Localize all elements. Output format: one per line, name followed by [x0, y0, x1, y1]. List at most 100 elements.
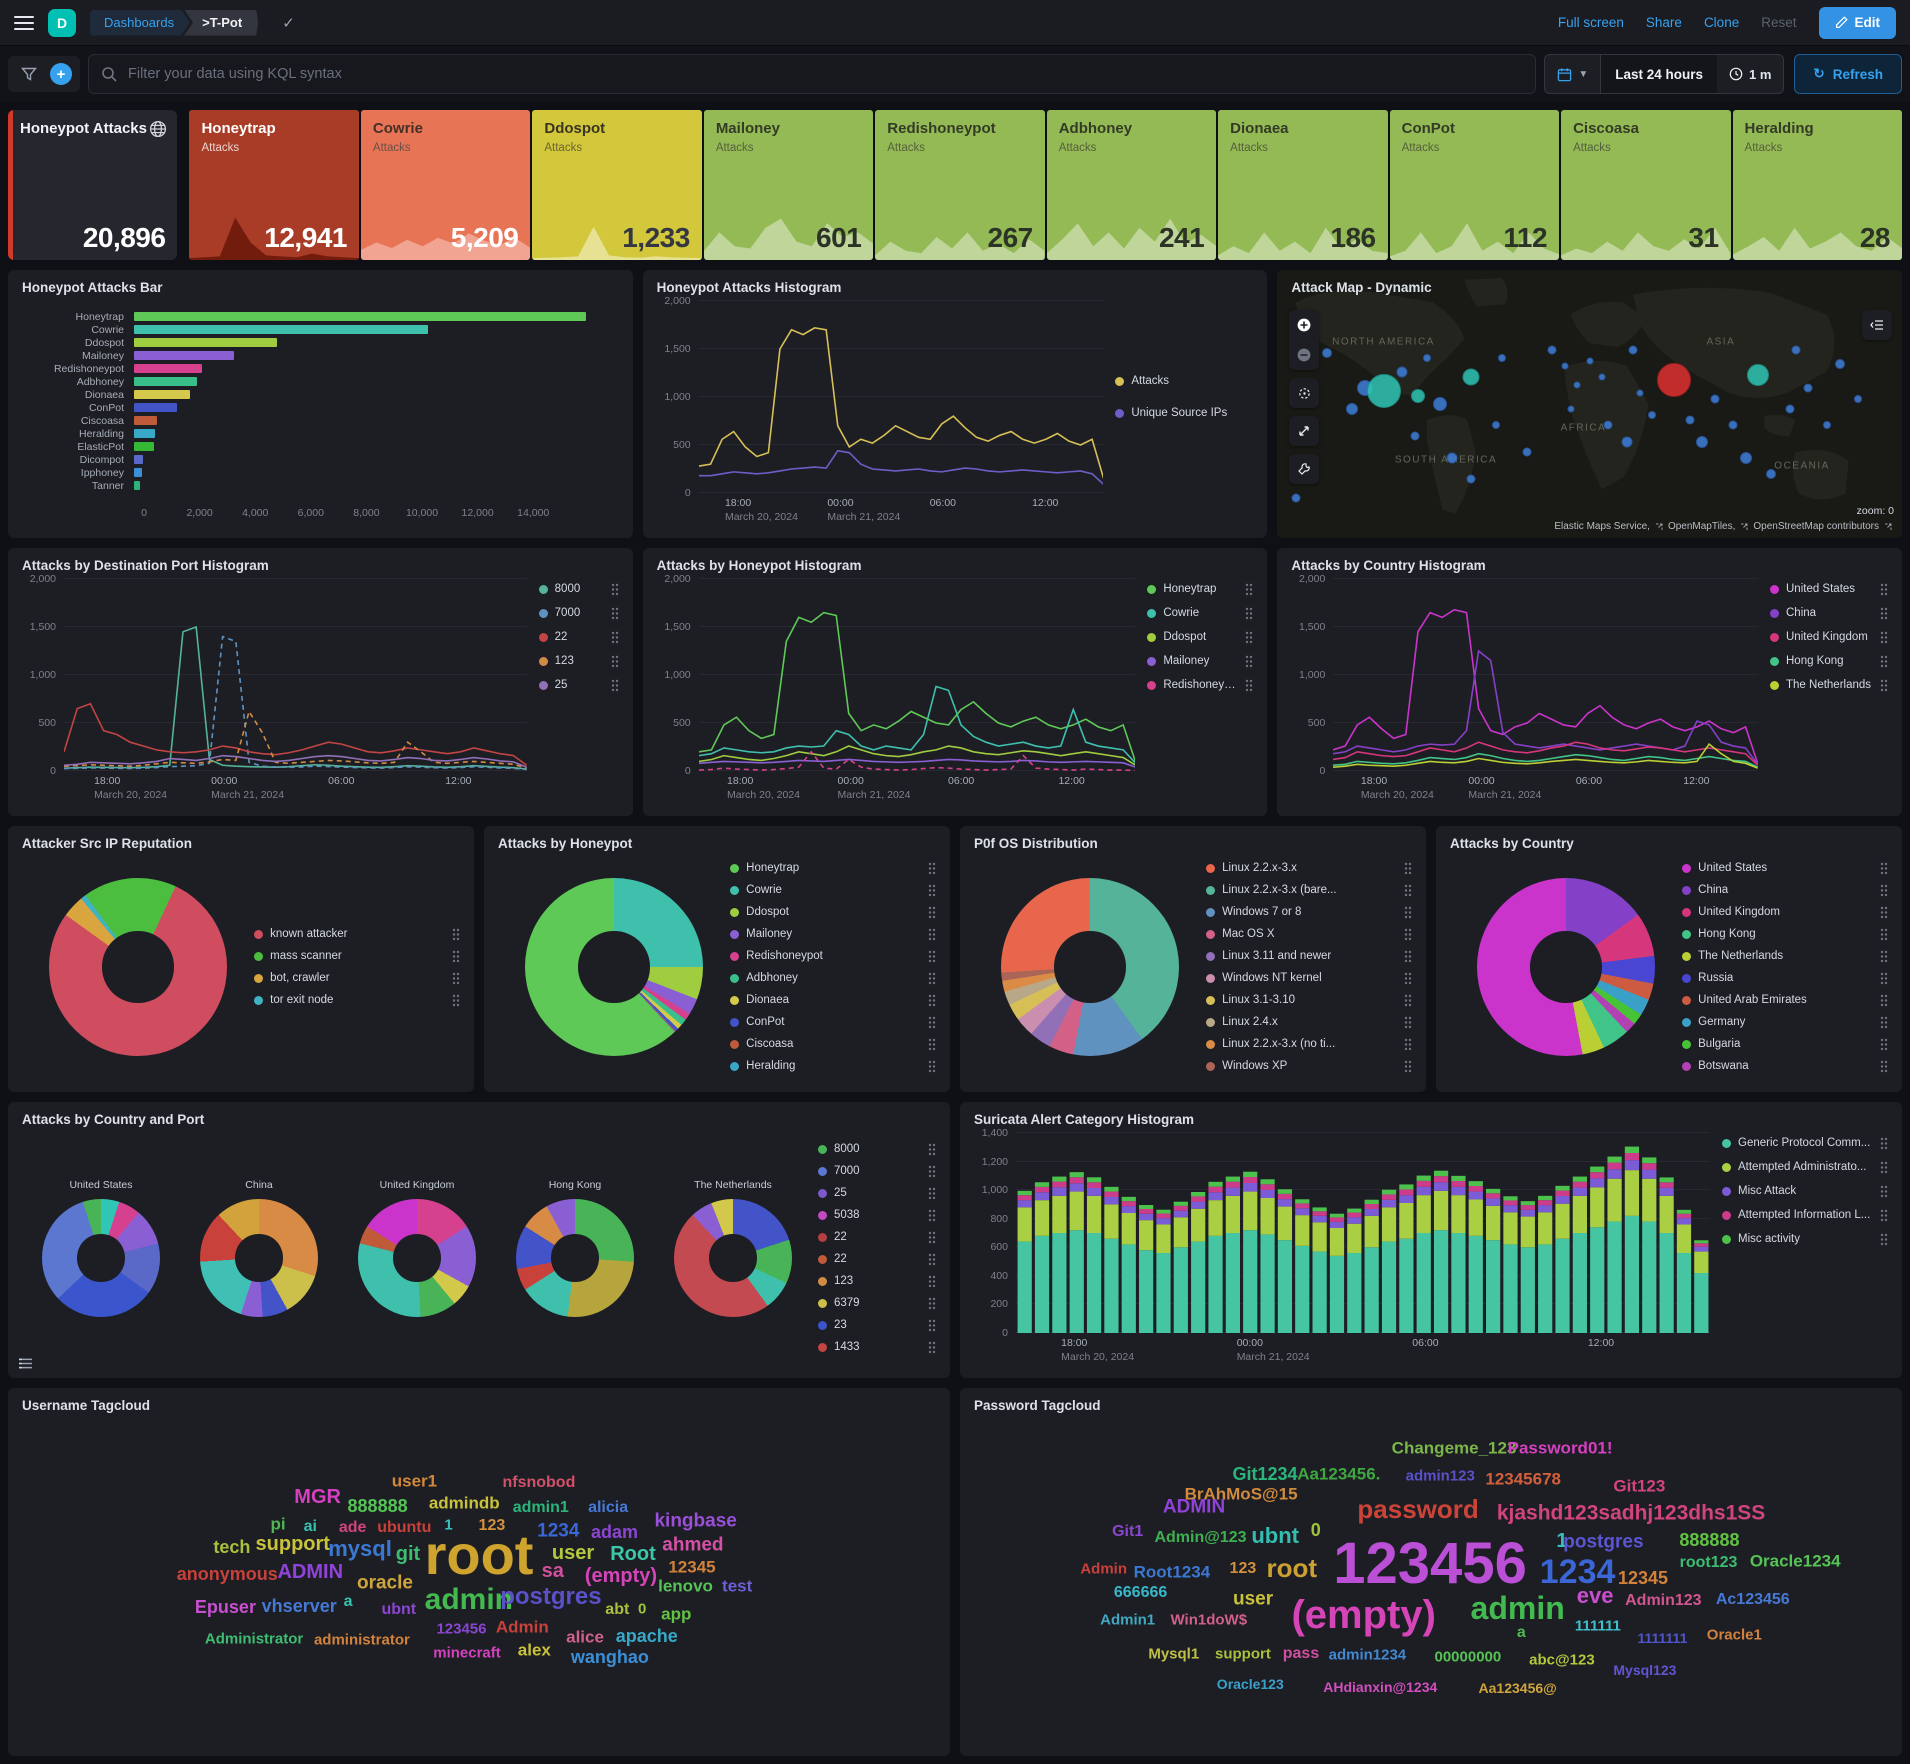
map-tools-icon[interactable]: [1289, 454, 1319, 484]
tagcloud-word[interactable]: admin1234: [1328, 1646, 1407, 1664]
tagcloud-word[interactable]: 123456: [1333, 1531, 1527, 1597]
attack-map-point[interactable]: [1598, 373, 1606, 381]
tagcloud-word[interactable]: 1: [444, 1516, 453, 1534]
tagcloud-word[interactable]: 00000000: [1434, 1648, 1502, 1666]
tagcloud-word[interactable]: 1234: [537, 1520, 580, 1542]
username-tagcloud[interactable]: user1 nfsnobod MGR 888888 admindb admin1 alici…: [18, 1422, 940, 1750]
kebab-menu-icon[interactable]: [928, 1253, 936, 1266]
legend-item[interactable]: Mailoney: [730, 924, 936, 944]
tagcloud-word[interactable]: Administrator: [204, 1630, 304, 1648]
tagcloud-word[interactable]: Oracle1234: [1749, 1551, 1841, 1571]
tagcloud-word[interactable]: mysql: [328, 1536, 392, 1562]
metric-tile[interactable]: Honeypot Attacks 20,896: [8, 110, 178, 260]
chart-plot-area[interactable]: 18:00 March 20, 2024 00:00 March 21, 2024 06…: [698, 578, 1136, 801]
destination-port-histogram-chart[interactable]: 0 500 1,000 1,500 2,000 18:00 March 20, 2024 00…: [22, 573, 619, 803]
legend-item[interactable]: Misc activity: [1722, 1229, 1888, 1249]
share-button[interactable]: Share: [1645, 15, 1682, 30]
legend-item[interactable]: United Kingdom: [1770, 627, 1888, 647]
tagcloud-word[interactable]: administrator: [313, 1631, 410, 1649]
legend-item[interactable]: 25: [538, 675, 619, 695]
donut-chart[interactable]: [200, 1199, 318, 1317]
attack-map-point[interactable]: [1567, 405, 1575, 413]
kebab-menu-icon[interactable]: [1245, 679, 1253, 692]
tagcloud-word[interactable]: lenovo: [658, 1576, 713, 1596]
legend-item[interactable]: Windows 7 or 8: [1206, 902, 1412, 922]
kebab-menu-icon[interactable]: [928, 1275, 936, 1288]
attribution-link[interactable]: Elastic Maps Service,: [1554, 521, 1650, 532]
attack-map-point[interactable]: [1785, 404, 1795, 414]
legend-item[interactable]: 7000: [538, 603, 619, 623]
kebab-menu-icon[interactable]: [1880, 1038, 1888, 1051]
legend-item[interactable]: 1433: [818, 1337, 936, 1357]
bar-row[interactable]: Ipphoney: [22, 467, 619, 479]
tagcloud-word[interactable]: git: [395, 1542, 421, 1565]
tagcloud-word[interactable]: support: [1214, 1645, 1271, 1663]
kebab-menu-icon[interactable]: [928, 862, 936, 875]
tagcloud-word[interactable]: AHdianxin@1234: [1323, 1679, 1438, 1696]
kebab-menu-icon[interactable]: [1404, 950, 1412, 963]
kebab-menu-icon[interactable]: [928, 1319, 936, 1332]
tagcloud-word[interactable]: kjashd123sadhj123dhs1SS: [1496, 1501, 1766, 1525]
tagcloud-word[interactable]: minecraft: [433, 1644, 501, 1662]
tagcloud-word[interactable]: ade: [338, 1518, 367, 1536]
tagcloud-word[interactable]: ubnt: [381, 1600, 417, 1618]
country-port-donut[interactable]: Hong Kong: [516, 1179, 634, 1317]
attack-map-point[interactable]: [1636, 389, 1644, 397]
kebab-menu-icon[interactable]: [928, 1187, 936, 1200]
attack-map-point[interactable]: [1621, 436, 1633, 448]
tagcloud-word[interactable]: wanghao: [570, 1646, 649, 1667]
attack-map-point[interactable]: [1522, 447, 1532, 457]
legend-item[interactable]: China: [1770, 603, 1888, 623]
legend-item[interactable]: Honeytrap: [730, 858, 936, 878]
attack-map-point[interactable]: [1710, 394, 1720, 404]
legend-item[interactable]: Botswana: [1682, 1056, 1888, 1076]
country-port-donut[interactable]: United States: [42, 1179, 160, 1317]
bar-row[interactable]: Mailoney: [22, 350, 619, 362]
tagcloud-word[interactable]: 888888: [347, 1495, 408, 1516]
tagcloud-word[interactable]: MGR: [294, 1486, 341, 1509]
legend-item[interactable]: Linux 2.2.x-3.x: [1206, 858, 1412, 878]
legend-table-icon[interactable]: [18, 1357, 33, 1370]
donut-chart[interactable]: [49, 878, 228, 1056]
tagcloud-word[interactable]: Mysql1: [1148, 1645, 1200, 1663]
legend-item[interactable]: ConPot: [730, 1012, 936, 1032]
tagcloud-word[interactable]: 1111111: [1637, 1630, 1688, 1647]
legend-item[interactable]: Linux 2.4.x: [1206, 1012, 1412, 1032]
donut-chart[interactable]: [1477, 878, 1656, 1056]
attack-map-point[interactable]: [1423, 354, 1432, 363]
tagcloud-word[interactable]: adam: [591, 1521, 639, 1542]
kebab-menu-icon[interactable]: [1880, 994, 1888, 1007]
attack-map-point[interactable]: [1573, 381, 1581, 389]
metric-tile[interactable]: Honeytrap Attacks 12,941: [189, 110, 359, 260]
attack-map-point[interactable]: [1739, 451, 1752, 464]
tagcloud-word[interactable]: Root1234: [1133, 1562, 1211, 1582]
tagcloud-word[interactable]: 123: [478, 1517, 506, 1535]
kebab-menu-icon[interactable]: [1245, 655, 1253, 668]
attack-map-point[interactable]: [1396, 366, 1408, 378]
menu-icon[interactable]: [14, 15, 34, 30]
kebab-menu-icon[interactable]: [611, 583, 619, 596]
legend-item[interactable]: Ddospot: [1147, 627, 1253, 647]
legend-item[interactable]: 22: [538, 627, 619, 647]
chart-plot-area[interactable]: 18:00 March 20, 2024 00:00 March 21, 2024 06…: [64, 578, 527, 801]
bar-row[interactable]: Redishoneypot: [22, 363, 619, 375]
tagcloud-word[interactable]: Admin1: [1100, 1611, 1156, 1629]
attack-map-point[interactable]: [1656, 362, 1691, 397]
tagcloud-word[interactable]: sa: [541, 1559, 564, 1582]
legend-item[interactable]: 8000: [818, 1139, 936, 1159]
tagcloud-word[interactable]: Git1: [1112, 1522, 1144, 1540]
kebab-menu-icon[interactable]: [1404, 1060, 1412, 1073]
tagcloud-word[interactable]: root: [424, 1523, 534, 1587]
legend-item[interactable]: Redishoneypot: [1147, 675, 1253, 695]
attack-map-point[interactable]: [1432, 397, 1447, 411]
add-filter-button[interactable]: +: [50, 63, 72, 85]
attack-map-point[interactable]: [1446, 452, 1458, 464]
donut-chart[interactable]: [42, 1199, 160, 1317]
breadcrumb-dashboards[interactable]: Dashboards: [90, 10, 190, 36]
kebab-menu-icon[interactable]: [1880, 1060, 1888, 1073]
tagcloud-word[interactable]: 123456: [436, 1620, 487, 1638]
legend-item[interactable]: Hong Kong: [1682, 924, 1888, 944]
bar-row[interactable]: Honeytrap: [22, 311, 619, 323]
honeypot-attacks-bar-chart[interactable]: Honeytrap Cowrie Ddospot Mailoney Redishoney…: [22, 301, 619, 523]
calendar-button[interactable]: ▼: [1545, 55, 1602, 93]
